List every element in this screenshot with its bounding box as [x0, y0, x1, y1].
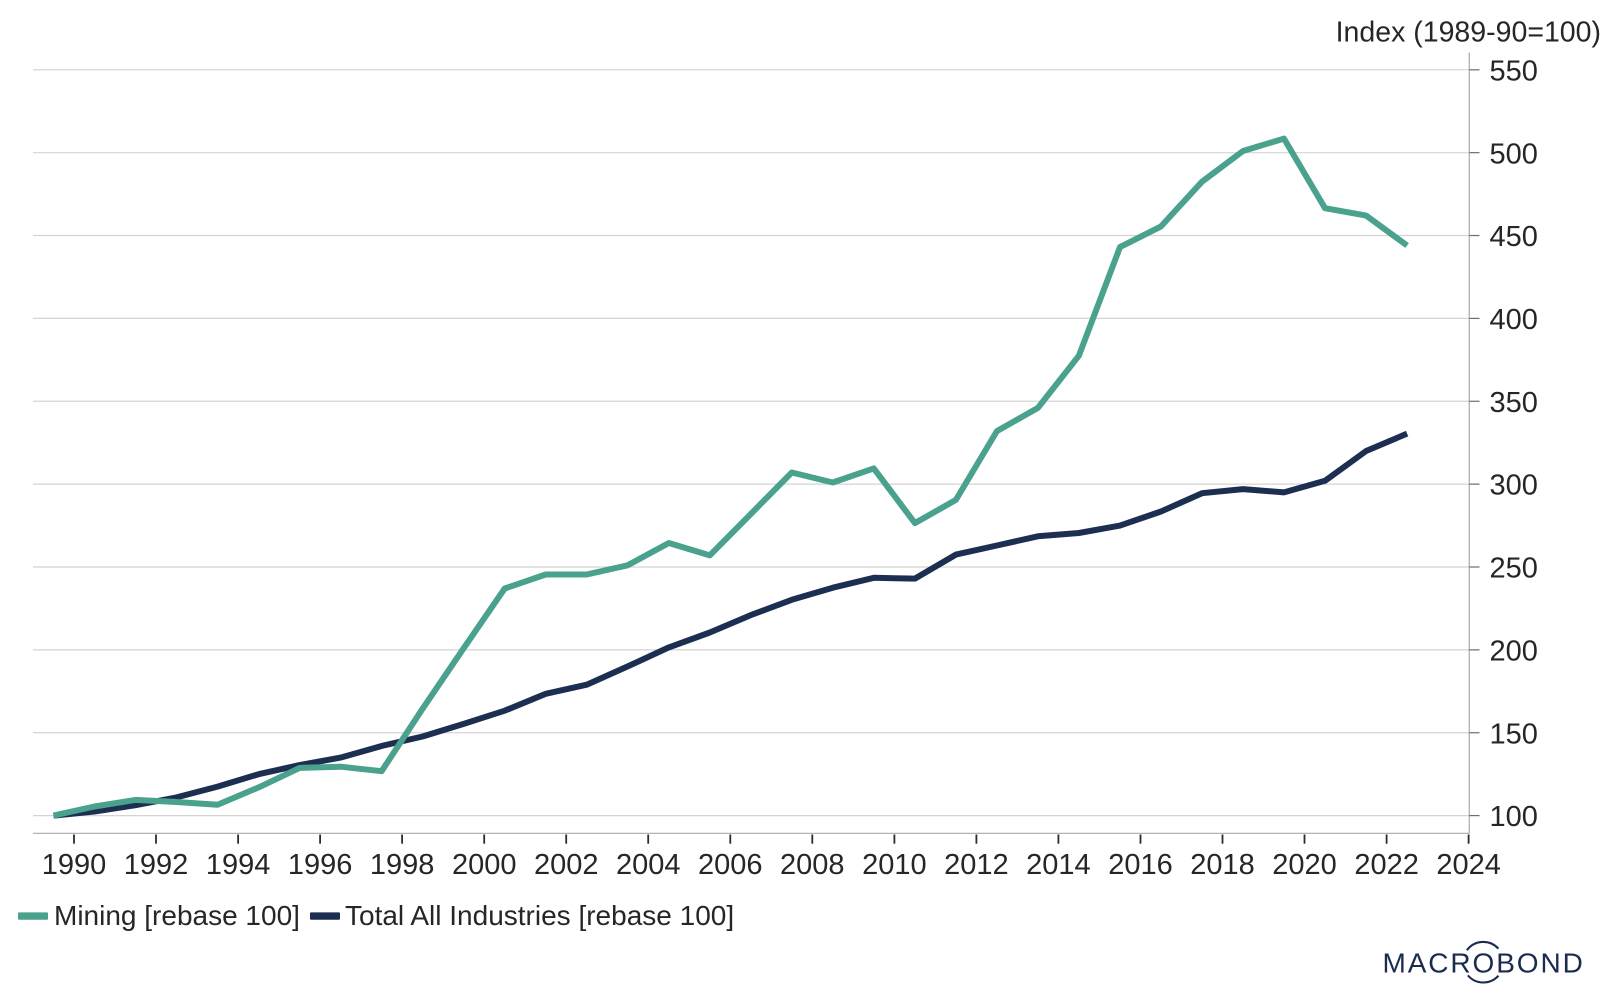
svg-text:Index (1989-90=100): Index (1989-90=100)	[1336, 17, 1600, 49]
svg-text:2024: 2024	[1436, 849, 1501, 881]
svg-text:2016: 2016	[1108, 849, 1173, 881]
svg-text:2014: 2014	[1026, 849, 1091, 881]
svg-text:2012: 2012	[944, 849, 1009, 881]
svg-text:550: 550	[1490, 55, 1538, 87]
svg-text:2000: 2000	[452, 849, 517, 881]
svg-text:1994: 1994	[206, 849, 271, 881]
svg-text:2006: 2006	[698, 849, 763, 881]
svg-text:2020: 2020	[1272, 849, 1337, 881]
svg-text:1992: 1992	[124, 849, 189, 881]
svg-text:MACROBOND: MACROBOND	[1383, 947, 1585, 978]
svg-text:1998: 1998	[370, 849, 435, 881]
svg-text:Mining [rebase 100]: Mining [rebase 100]	[54, 900, 300, 931]
svg-text:2022: 2022	[1354, 849, 1419, 881]
svg-text:150: 150	[1490, 718, 1538, 750]
svg-text:Total All Industries [rebase 1: Total All Industries [rebase 100]	[345, 900, 734, 931]
svg-text:300: 300	[1490, 470, 1538, 502]
svg-text:2002: 2002	[534, 849, 599, 881]
svg-text:200: 200	[1490, 636, 1538, 668]
svg-text:2010: 2010	[862, 849, 927, 881]
svg-text:1996: 1996	[288, 849, 353, 881]
svg-text:1990: 1990	[42, 849, 107, 881]
svg-text:450: 450	[1490, 221, 1538, 253]
svg-text:500: 500	[1490, 138, 1538, 170]
svg-text:2008: 2008	[780, 849, 845, 881]
svg-text:2004: 2004	[616, 849, 681, 881]
svg-text:350: 350	[1490, 387, 1538, 419]
svg-text:250: 250	[1490, 553, 1538, 585]
svg-text:100: 100	[1490, 801, 1538, 833]
svg-text:2018: 2018	[1190, 849, 1255, 881]
svg-text:400: 400	[1490, 304, 1538, 336]
